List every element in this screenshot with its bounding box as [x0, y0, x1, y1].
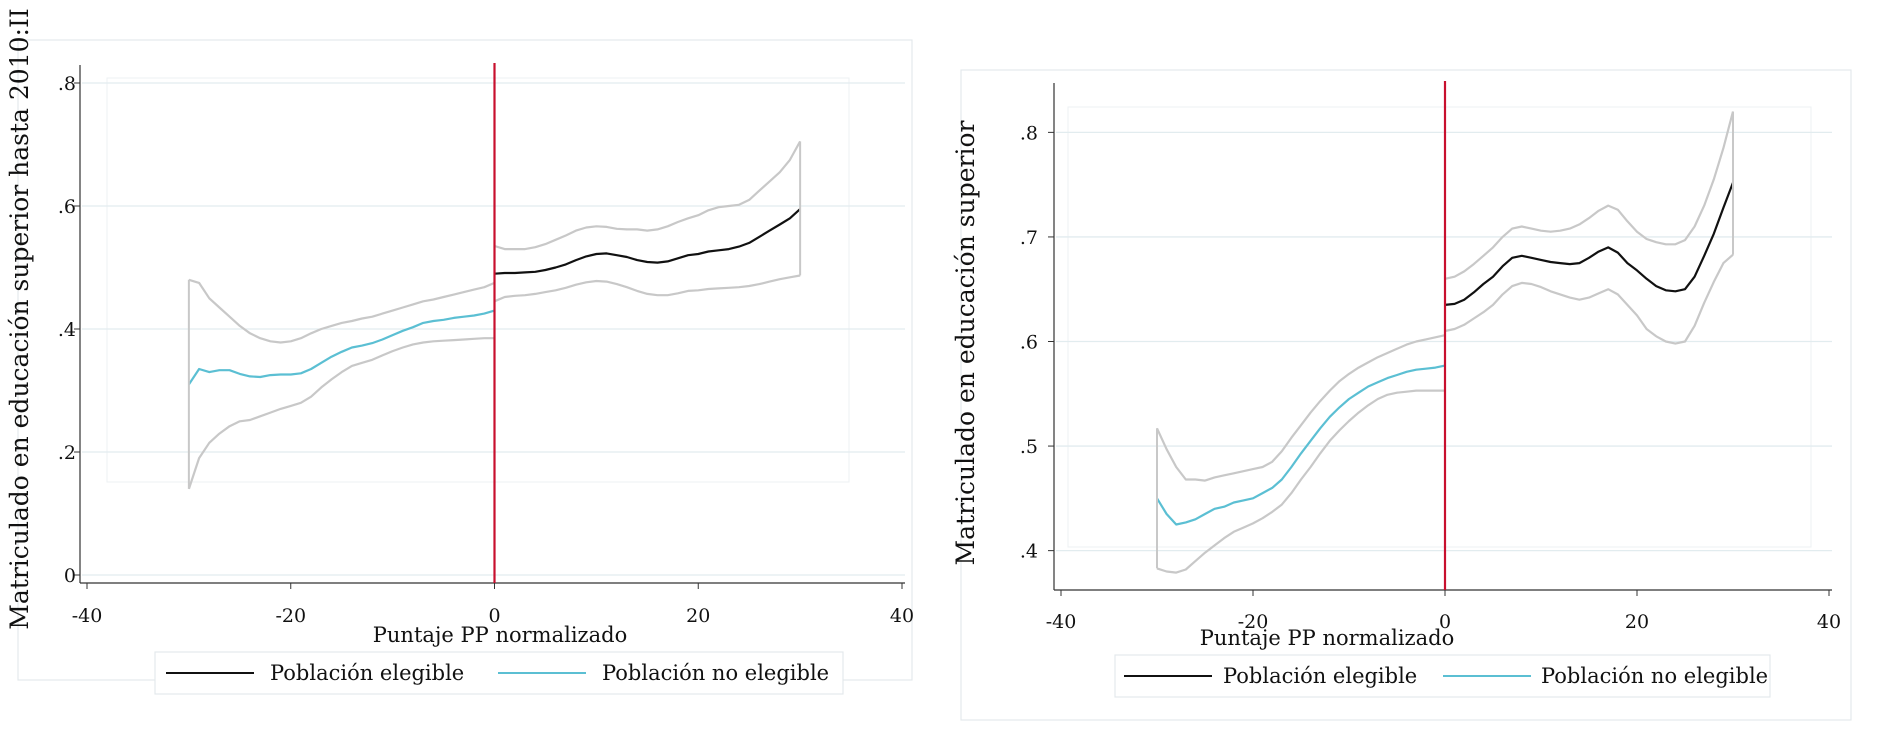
y-tick-label: .7	[1020, 227, 1038, 249]
ci-lower-line	[1444, 253, 1734, 345]
non-eligible-estimate-line	[187, 309, 495, 386]
ci-lower-line	[187, 337, 495, 490]
chart-panel-border	[17, 39, 913, 681]
y-tick-label: .4	[1020, 541, 1038, 563]
y-tick-label: .4	[58, 319, 76, 341]
legend-label-non-eligible: Población no elegible	[602, 661, 829, 685]
x-tick-label: 20	[686, 605, 710, 627]
legend-label-eligible: Población elegible	[1223, 664, 1417, 688]
y-tick-label: .2	[58, 442, 76, 464]
legend-box	[1114, 654, 1771, 698]
y-tick-label: .5	[1020, 436, 1038, 458]
x-tick-label: 40	[1817, 611, 1841, 633]
ci-upper-line	[1444, 111, 1735, 280]
ci-upper-line	[1156, 334, 1446, 482]
x-tick-label: 0	[488, 605, 500, 627]
legend-label-non-eligible: Población no elegible	[1541, 664, 1768, 688]
legend-label-eligible: Población elegible	[270, 661, 464, 685]
x-tick-label: 20	[1625, 611, 1649, 633]
right-chart-panel: .4 .5 .6 .7 .8 -40 -20 0 20 40 Puntaje PP normaliz…	[951, 69, 1852, 721]
plot-region-border	[1067, 106, 1812, 548]
x-axis-title: Puntaje PP normalizado	[373, 623, 627, 647]
x-tick-label: 0	[1439, 611, 1451, 633]
y-axis-title: Matriculado en educación superior hasta …	[5, 8, 34, 629]
ci-upper-line	[188, 278, 495, 344]
x-tick-label: 40	[890, 605, 914, 627]
y-tick-label: .6	[1020, 332, 1038, 354]
x-tick-label: -20	[275, 605, 306, 627]
eligible-estimate-line	[494, 208, 801, 275]
x-tick-label: -40	[1046, 611, 1077, 633]
y-tick-label: .8	[58, 73, 76, 95]
y-tick-label: 0	[64, 565, 76, 587]
y-axis-title: Matriculado en educación superior	[951, 120, 980, 565]
ci-lower-line	[494, 274, 801, 303]
left-chart-panel: 0 .2 .4 .6 .8 -40 -20 0 20 40 Puntaje PP normaliza…	[5, 8, 914, 695]
x-tick-label: -40	[72, 605, 103, 627]
ci-upper-line	[494, 140, 802, 251]
x-tick-label: -20	[1238, 611, 1269, 633]
ci-lower-line	[1156, 389, 1445, 574]
non-eligible-estimate-line	[1156, 364, 1446, 526]
y-tick-label: .8	[1020, 122, 1038, 144]
y-tick-label: .6	[58, 196, 76, 218]
eligible-estimate-line	[1444, 182, 1735, 306]
x-axis-title: Puntaje PP normalizado	[1200, 626, 1454, 650]
chart-panel-border	[960, 69, 1852, 721]
plot-region-border	[106, 77, 850, 483]
